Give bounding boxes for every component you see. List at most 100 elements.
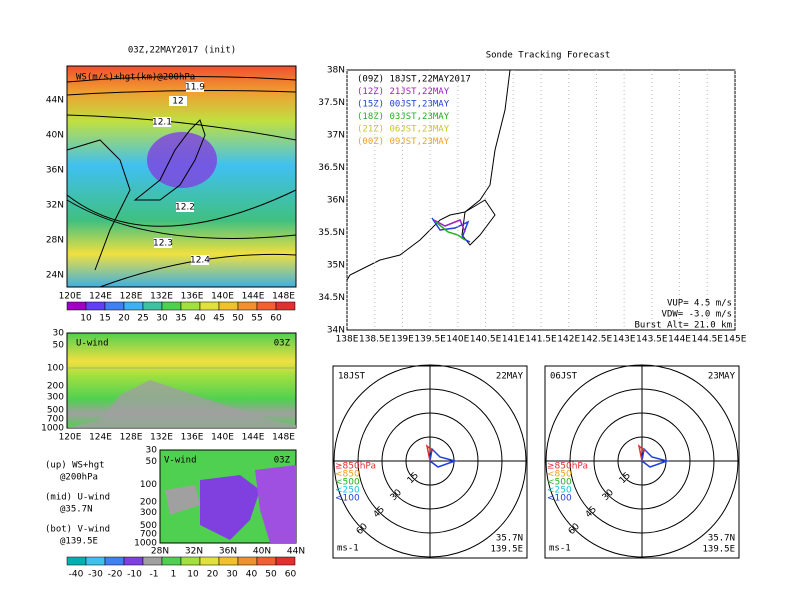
colorbar-label: -20 — [108, 570, 123, 580]
param: Burst Alt= 21.0 km — [634, 321, 732, 331]
colorbar-label: 10 — [187, 570, 199, 580]
colorbar-cell — [275, 301, 296, 311]
section-label: V-wind — [164, 456, 197, 466]
pressure-label: 300 — [140, 508, 157, 518]
wind-region — [165, 485, 200, 515]
track — [433, 219, 466, 233]
colorbar-label: 60 — [285, 570, 297, 580]
section-time: 03Z — [274, 339, 291, 349]
pressure-label: 700 — [47, 415, 64, 425]
colorbar-label: 20 — [118, 314, 130, 324]
legend-entry: (15Z) 00JST,23MAY — [357, 100, 450, 110]
lon-label: 139E — [391, 335, 414, 345]
unit: ms-1 — [337, 544, 359, 554]
lon-label: 143.5E — [636, 335, 668, 345]
lon-label: 144E — [242, 292, 265, 302]
lon-label: 143E — [613, 335, 636, 345]
jet-core — [147, 132, 217, 188]
colorbar-label: 15 — [99, 314, 110, 324]
colorbar-label: 55 — [251, 314, 262, 324]
lon-label: 120E — [59, 433, 82, 443]
lon-label: 148E — [272, 292, 295, 302]
height-contour — [66, 75, 297, 288]
level-label: <850 — [335, 470, 360, 480]
lat-label: 32N — [46, 201, 64, 211]
colorbar-cell — [161, 556, 182, 566]
legend-entry: (09Z) 18JST,22MAY2017 — [357, 75, 471, 85]
legend-entry: (21Z) 06JST,23MAY — [357, 125, 450, 135]
colorbar-cell — [85, 556, 106, 566]
lat-label: 35.5N — [318, 228, 345, 238]
colorbar-label: -30 — [88, 570, 103, 580]
level-label: <250 — [335, 486, 360, 496]
colorbar-cell — [218, 301, 239, 311]
label-bg — [186, 82, 204, 92]
panel-label: WS(m/s)+hgt(km)@200hPa — [76, 73, 195, 83]
colorbar-cell — [85, 301, 106, 311]
colorbar-label: 50 — [232, 314, 244, 324]
colorbar-label: 45 — [213, 314, 224, 324]
lon-label: 140E — [211, 433, 234, 443]
lon-label: 138.5E — [359, 335, 391, 345]
colorbar-cell — [142, 556, 163, 566]
lon-label: 144E — [242, 433, 265, 443]
colorbar-label: -10 — [127, 570, 142, 580]
section-time: 03Z — [274, 456, 291, 466]
lat-label: 24N — [46, 271, 64, 281]
lat-label: 32N — [185, 547, 203, 557]
lat-label: 36N — [219, 547, 237, 557]
wind-region — [67, 380, 296, 428]
colorbar-cell — [66, 556, 87, 566]
panel-title: Sonde Tracking Forecast — [486, 51, 611, 61]
colorbar-cell — [161, 301, 182, 311]
time-label: 06JST — [550, 372, 578, 382]
lon-label: 124E — [89, 292, 112, 302]
lon-label: 148E — [272, 433, 295, 443]
lat: 35.7N — [708, 534, 735, 544]
colorbar-label: 20 — [207, 570, 219, 580]
colorbar-cell — [275, 556, 296, 566]
legend-entry: (12Z) 21JST,22MAY — [357, 87, 450, 97]
level-label: ≥850hPa — [547, 462, 588, 472]
colorbar-cell — [256, 556, 277, 566]
lon-label: 140E — [211, 292, 234, 302]
colorbar-cell — [237, 301, 258, 311]
hodograph-trace — [637, 444, 646, 462]
colorbar-cell — [256, 301, 277, 311]
level-label: ≥850hPa — [335, 462, 376, 472]
colorbar-cell — [199, 301, 220, 311]
hodograph-trace — [429, 447, 458, 468]
colorbar-cell — [180, 301, 201, 311]
lat-label: 40N — [253, 547, 271, 557]
colorbar-cell — [123, 556, 144, 566]
colorbar-cell — [180, 556, 201, 566]
pressure-label: 300 — [47, 393, 64, 403]
lon-label: 138E — [336, 335, 359, 345]
colorbar-cell — [199, 556, 220, 566]
pressure-label: 500 — [140, 521, 157, 531]
label-bg — [153, 117, 171, 127]
level-label: <250 — [547, 486, 572, 496]
lat-label: 40N — [46, 131, 64, 141]
param: VUP= 4.5 m/s — [667, 299, 732, 309]
section-label: U-wind — [76, 339, 109, 349]
lon-label: 128E — [120, 292, 143, 302]
pressure-label: 30 — [146, 446, 158, 456]
lon-label: 139.5E — [414, 335, 446, 345]
coastline — [66, 139, 131, 271]
label-bg — [169, 96, 187, 106]
lon-label: 144.5E — [692, 335, 724, 345]
date-label: 22MAY — [496, 372, 524, 382]
wind-region — [200, 475, 260, 540]
colorbar-cell — [142, 301, 163, 311]
colorbar-label: 40 — [194, 314, 206, 324]
colorbar-label: -1 — [150, 570, 159, 580]
unit: ms-1 — [549, 544, 571, 554]
lat-label: 37.5N — [318, 98, 345, 108]
colorbar-label: 1 — [171, 570, 177, 580]
note: (up) WS+hgt — [45, 461, 105, 471]
note: (bot) V-wind — [45, 525, 110, 535]
coastline — [133, 119, 206, 201]
lon-label: 145E — [724, 335, 747, 345]
